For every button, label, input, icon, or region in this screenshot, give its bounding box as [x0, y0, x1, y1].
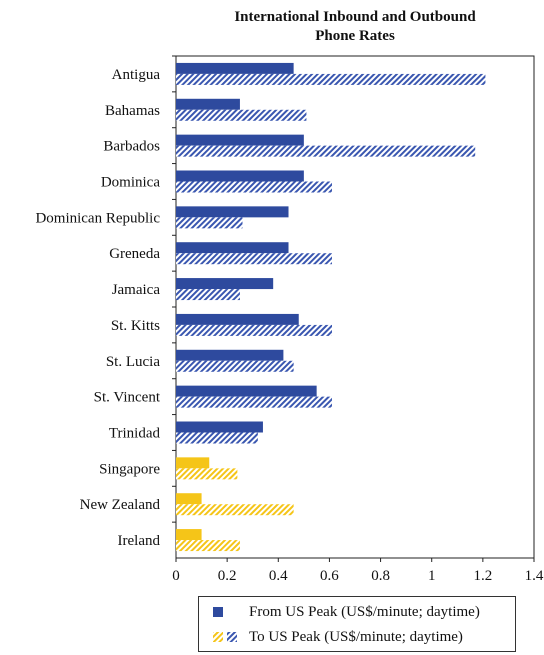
- category-label: Trinidad: [109, 426, 161, 442]
- legend-item-from-us: From US Peak (US$/minute; daytime): [213, 602, 480, 622]
- legend-hatch-swatch-icon: [213, 632, 237, 642]
- bar-from-us: [176, 457, 210, 469]
- bar-to-us: [176, 145, 476, 157]
- x-tick-label: 0.4: [269, 568, 288, 584]
- bar-to-us: [176, 109, 307, 121]
- bar-to-us: [176, 360, 294, 372]
- category-label: Barbados: [103, 139, 160, 155]
- chart-title-line-2: Phone Rates: [315, 28, 395, 44]
- bar-to-us: [176, 324, 332, 336]
- bar-from-us: [176, 206, 289, 218]
- bar-to-us: [176, 432, 258, 444]
- bar-from-us: [176, 98, 240, 110]
- bar-to-us: [176, 73, 486, 85]
- legend-item-to-us: To US Peak (US$/minute; daytime): [213, 627, 463, 647]
- bar-from-us: [176, 385, 317, 397]
- x-tick-label: 0.6: [320, 568, 339, 584]
- bar-to-us: [176, 289, 240, 301]
- bar-from-us: [176, 170, 304, 182]
- bar-from-us: [176, 134, 304, 146]
- bar-to-us: [176, 540, 240, 552]
- category-label: St. Lucia: [106, 354, 160, 370]
- plot-area: [175, 55, 535, 559]
- x-axis-ticks: 0 0.2 0.4 0.6 0.8 1 1.2 1.4: [172, 558, 544, 584]
- bar-from-us: [176, 313, 299, 325]
- category-label: Greneda: [109, 246, 160, 262]
- bar-to-us: [176, 396, 332, 408]
- x-tick-label: 1.4: [525, 568, 544, 584]
- bar-to-us: [176, 504, 294, 516]
- bar-from-us: [176, 278, 274, 290]
- bar-from-us: [176, 421, 263, 433]
- legend: From US Peak (US$/minute; daytime) To US…: [198, 596, 516, 652]
- chart-title-line-1: International Inbound and Outbound: [234, 9, 476, 25]
- legend-swatch-icon: [213, 607, 223, 617]
- x-tick-label: 0.8: [371, 568, 390, 584]
- bar-from-us: [176, 62, 294, 74]
- legend-label-to-us: To US Peak (US$/minute; daytime): [249, 628, 463, 645]
- x-tick-label: 1.2: [473, 568, 492, 584]
- category-label: Antigua: [112, 67, 161, 83]
- category-label: Ireland: [118, 533, 161, 549]
- bar-to-us: [176, 217, 243, 229]
- category-label: St. Vincent: [94, 390, 161, 406]
- category-label: Singapore: [99, 461, 160, 477]
- bar-from-us: [176, 493, 202, 505]
- category-labels: Antigua Bahamas Barbados Dominica Dominican …: [35, 55, 176, 549]
- bar-to-us: [176, 181, 332, 193]
- category-label: Dominican Republic: [35, 210, 160, 226]
- category-label: Bahamas: [105, 103, 160, 119]
- legend-label-from-us: From US Peak (US$/minute; daytime): [249, 603, 480, 620]
- bar-from-us: [176, 529, 202, 541]
- x-tick-label: 0.2: [218, 568, 237, 584]
- bar-from-us: [176, 242, 289, 254]
- bar-to-us: [176, 253, 332, 265]
- bar-from-us: [176, 349, 284, 361]
- category-label: Dominica: [101, 175, 160, 191]
- x-tick-label: 0: [172, 568, 180, 584]
- category-label: Jamaica: [112, 282, 161, 298]
- bar-to-us: [176, 468, 238, 480]
- x-tick-label: 1: [428, 568, 436, 584]
- chart-title: International Inbound and Outbound Phone…: [176, 8, 534, 46]
- bars-group: [176, 62, 486, 552]
- category-label: New Zealand: [80, 497, 161, 513]
- category-label: St. Kitts: [111, 318, 160, 334]
